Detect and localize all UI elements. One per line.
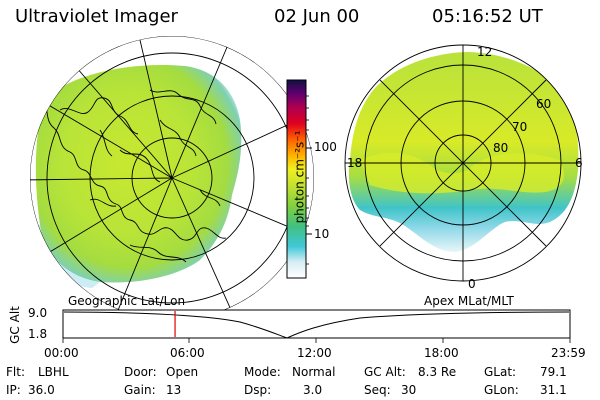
timeline-right-label: Apex MLat/MLT — [424, 294, 514, 308]
colorbar-tick-10: 10 — [314, 227, 330, 241]
geographic-projection — [30, 39, 314, 320]
timeline-axis-title: GC Alt — [7, 306, 22, 344]
timeline-x-label: 06:00 — [170, 346, 205, 360]
door-label: Door: — [124, 365, 157, 379]
polar-projection — [344, 44, 582, 282]
seq-value: 30 — [401, 383, 417, 397]
mlat-label-70: 70 — [512, 120, 528, 134]
gc-alt-value: 8.3 Re — [418, 365, 457, 379]
gain-value: 13 — [166, 383, 182, 397]
glat-label: GLat: — [484, 365, 517, 379]
gc-alt-label: GC Alt: — [364, 365, 406, 379]
ip-value: 36.0 — [28, 383, 55, 397]
flt-value: LBHL — [38, 365, 69, 379]
timeline-left-label: Geographic Lat/Lon — [68, 294, 186, 308]
mlat-label-60: 60 — [536, 97, 552, 111]
glat-value: 79.1 — [540, 365, 567, 379]
flt-label: Flt: — [6, 365, 25, 379]
gain-label: Gain: — [124, 383, 156, 397]
app-title: Ultraviolet Imager — [15, 6, 178, 27]
mlt-label-18: 18 — [347, 156, 363, 170]
timeline-plot — [62, 309, 571, 339]
glon-label: GLon: — [484, 383, 519, 397]
mlt-label-6: 6 — [575, 156, 583, 170]
timeline-y-min: 1.8 — [28, 327, 48, 341]
colorbar-tick-100: 100 — [314, 140, 337, 154]
dsp-label: Dsp: — [244, 383, 272, 397]
altitude-curve — [63, 311, 570, 339]
time-label: 05:16:52 UT — [432, 6, 543, 27]
mlt-label-12: 12 — [477, 45, 493, 59]
timeline-x-label: 23:59 — [551, 346, 586, 360]
timeline-x-label: 18:00 — [424, 346, 459, 360]
aurora-polar-image — [348, 52, 579, 252]
timeline-x-label: 00:00 — [44, 346, 79, 360]
ip-label: IP: — [6, 383, 21, 397]
colorbar — [286, 79, 307, 279]
mode-value: Normal — [292, 365, 336, 379]
timeline-x-label: 12:00 — [297, 346, 332, 360]
seq-label: Seq: — [364, 383, 391, 397]
aurora-globe-image — [35, 64, 242, 283]
door-value: Open — [166, 365, 199, 379]
mlat-label-80: 80 — [493, 141, 509, 155]
timeline-y-max: 9.0 — [28, 306, 48, 320]
date-label: 02 Jun 00 — [274, 6, 360, 27]
mlt-label-0: 0 — [468, 277, 476, 291]
colorbar-unit-label: photon cm⁻²s⁻¹ — [292, 130, 307, 224]
mode-label: Mode: — [244, 365, 281, 379]
dsp-value: 3.0 — [303, 383, 323, 397]
glon-value: 31.1 — [540, 383, 567, 397]
coastline — [30, 59, 227, 241]
